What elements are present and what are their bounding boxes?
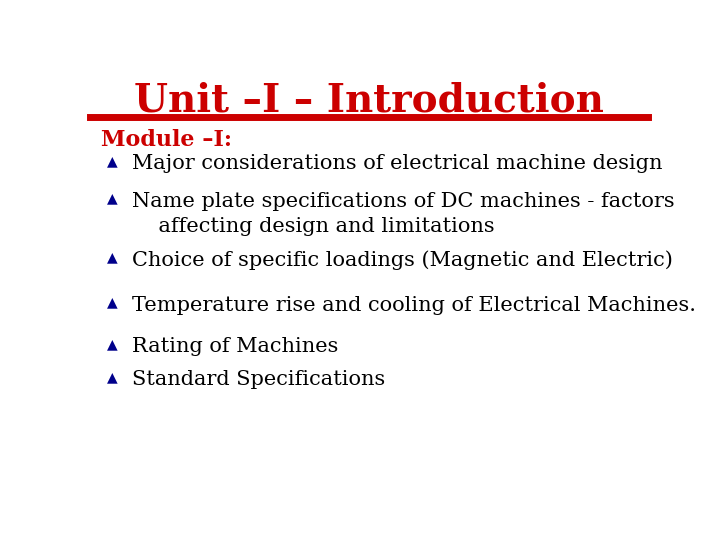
Text: ▲: ▲ xyxy=(107,250,117,264)
Text: ▲: ▲ xyxy=(107,295,117,309)
Text: Major considerations of electrical machine design: Major considerations of electrical machi… xyxy=(132,154,662,173)
Text: ▲: ▲ xyxy=(107,192,117,206)
Text: Unit –I – Introduction: Unit –I – Introduction xyxy=(134,82,604,119)
Text: ▲: ▲ xyxy=(107,337,117,351)
Text: Choice of specific loadings (Magnetic and Electric): Choice of specific loadings (Magnetic an… xyxy=(132,250,672,269)
Text: Standard Specifications: Standard Specifications xyxy=(132,370,385,389)
Text: Name plate specifications of DC machines - factors
    affecting design and limi: Name plate specifications of DC machines… xyxy=(132,192,675,235)
Text: Temperature rise and cooling of Electrical Machines.: Temperature rise and cooling of Electric… xyxy=(132,295,696,315)
Text: ▲: ▲ xyxy=(107,154,117,168)
Text: ▲: ▲ xyxy=(107,370,117,384)
Text: Rating of Machines: Rating of Machines xyxy=(132,337,338,356)
Text: Module –I:: Module –I: xyxy=(101,129,232,151)
